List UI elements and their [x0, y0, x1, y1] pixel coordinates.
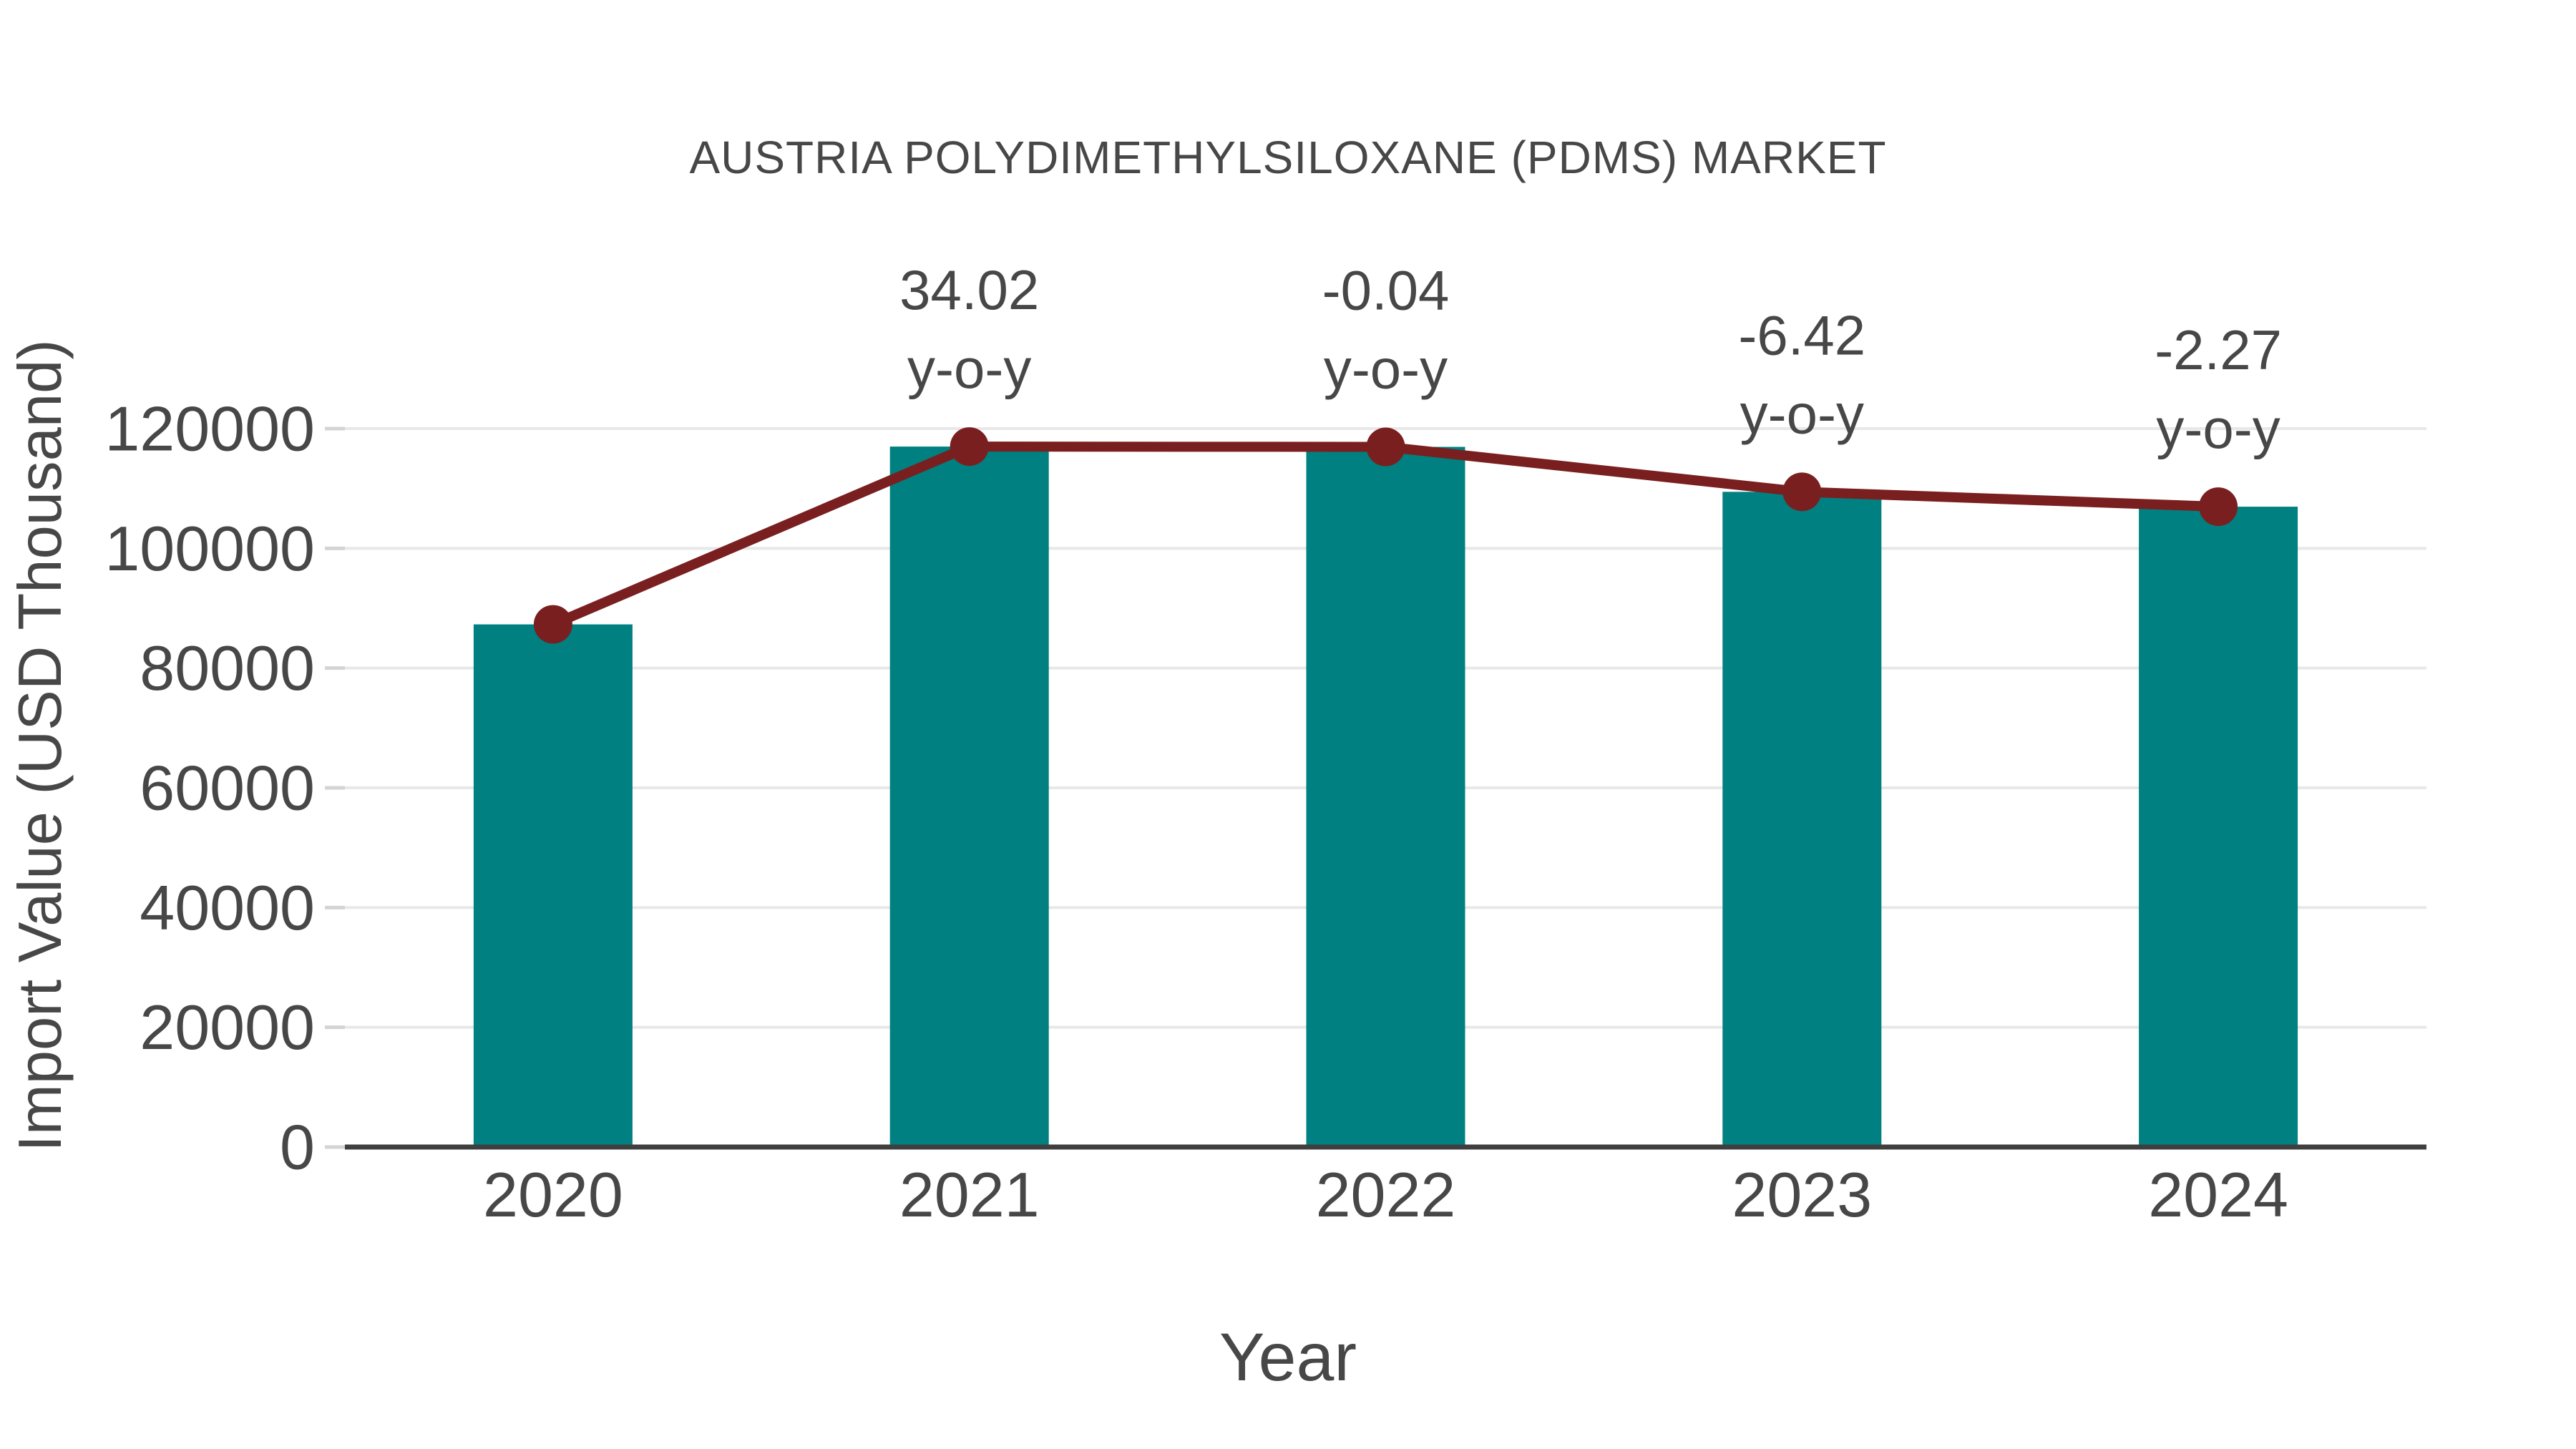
- marker-2020: [533, 605, 572, 644]
- annotation-2023-value: -6.42: [1738, 303, 1865, 366]
- x-tick-label-2020: 2020: [483, 1159, 623, 1230]
- chart-title: AUSTRIA POLYDIMETHYLSILOXANE (PDMS) MARK…: [689, 132, 1887, 183]
- x-tick-label-2022: 2022: [1316, 1159, 1456, 1230]
- y-tick-label-20000: 20000: [140, 992, 315, 1063]
- y-tick-label-80000: 80000: [140, 633, 315, 703]
- y-tick-label-60000: 60000: [140, 753, 315, 824]
- x-tick-label-2023: 2023: [1732, 1159, 1872, 1230]
- x-tick-label-2021: 2021: [899, 1159, 1040, 1230]
- annotation-2022-unit: y-o-y: [1324, 338, 1448, 401]
- annotation-2023-unit: y-o-y: [1740, 382, 1864, 445]
- marker-2022: [1366, 427, 1405, 467]
- marker-2024: [2199, 487, 2238, 527]
- bar-2022: [1306, 447, 1465, 1147]
- annotation-2024-value: -2.27: [2155, 318, 2282, 381]
- bar-2023: [1722, 492, 1882, 1147]
- bar-2020: [473, 624, 633, 1147]
- marker-2023: [1782, 472, 1822, 512]
- x-axis-title: Year: [1219, 1319, 1357, 1395]
- y-tick-label-100000: 100000: [104, 513, 315, 584]
- y-tick-label-0: 0: [280, 1112, 315, 1183]
- annotation-2022-value: -0.04: [1322, 259, 1450, 322]
- y-tick-label-40000: 40000: [140, 872, 315, 943]
- annotation-2021-value: 34.02: [899, 258, 1039, 321]
- annotation-2024-unit: y-o-y: [2156, 397, 2280, 460]
- x-tick-label-2024: 2024: [2148, 1159, 2288, 1230]
- annotation-2021-unit: y-o-y: [907, 337, 1031, 400]
- bar-2021: [889, 447, 1049, 1147]
- bar-2024: [2139, 507, 2298, 1147]
- marker-2021: [950, 427, 989, 467]
- y-tick-label-120000: 120000: [104, 394, 315, 464]
